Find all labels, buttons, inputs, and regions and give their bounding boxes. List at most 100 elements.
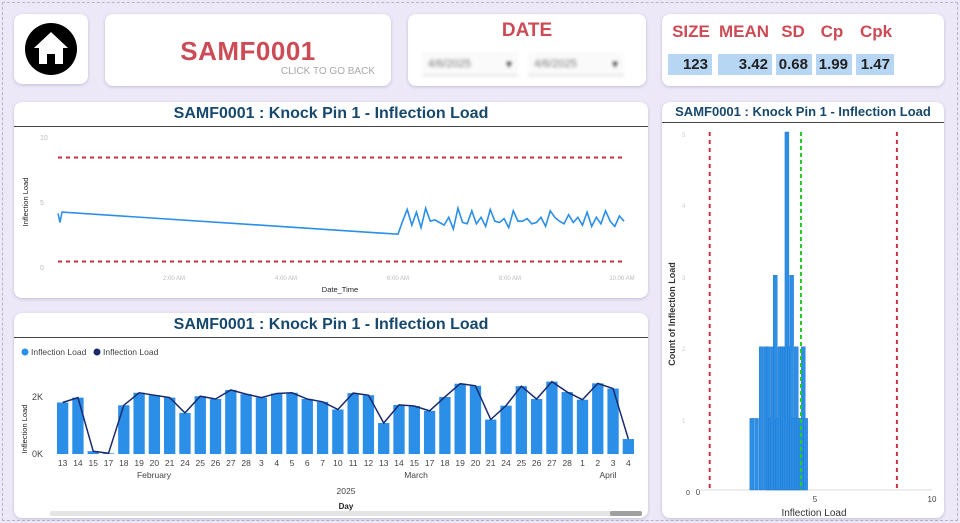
y-tick-label: 0K: [32, 449, 43, 459]
x-tick-label: 19: [134, 458, 144, 468]
x-tick-label: 20: [150, 458, 160, 468]
bar: [362, 395, 375, 454]
x-tick-label: 14: [394, 458, 404, 468]
x-tick-label: 1: [580, 458, 585, 468]
scrollbar-thumb[interactable]: [610, 511, 642, 516]
x-tick-label: 11: [349, 458, 358, 468]
calendar-dropdown-icon[interactable]: ▾: [611, 56, 618, 71]
date-end-value: 4/6/2025: [534, 57, 577, 70]
bar: [515, 386, 527, 454]
y-tick-label: 2: [682, 347, 686, 353]
line-chart-card[interactable]: SAMF0001 : Knock Pin 1 - Inflection Load…: [14, 102, 648, 298]
bar: [576, 399, 589, 454]
bar: [133, 392, 145, 454]
y-tick-label: 1: [682, 419, 686, 425]
bar: [546, 381, 558, 454]
bar: [592, 383, 604, 454]
x-tick-label: 21: [165, 458, 175, 468]
histogram-card[interactable]: SAMF0001 : Knock Pin 1 - Inflection Load…: [662, 102, 944, 518]
y-tick-label: 5: [40, 200, 44, 207]
stat-value-cpk: 1.47: [856, 54, 894, 75]
x-tick-label: 25: [517, 458, 527, 468]
title-card[interactable]: SAMF0001 CLICK TO GO BACK: [105, 14, 391, 86]
x-tick-label: 15: [410, 458, 420, 468]
title-divider: [14, 337, 648, 338]
date-start-field[interactable]: 4/6/2025 ▾: [422, 52, 518, 76]
x-tick-label: 17: [104, 458, 114, 468]
x-tick-label: 3: [611, 458, 616, 468]
stats-card: SIZE MEAN SD Cp Cpk 123 3.42 0.68 1.99 1…: [662, 14, 944, 86]
x-tick-label: 5: [813, 495, 818, 504]
bar: [393, 404, 405, 454]
stat-label-sd: SD: [781, 22, 805, 41]
bar: [271, 393, 283, 454]
go-back-link[interactable]: CLICK TO GO BACK: [280, 66, 375, 77]
x-tick-label: 6: [305, 458, 310, 468]
date-title: DATE: [501, 20, 553, 41]
bar: [194, 396, 206, 454]
stat-value-sd: 0.68: [776, 54, 812, 75]
bar: [209, 399, 222, 454]
line-chart: Inflection Load Date_Time 10 5 0 2:00 AM…: [21, 135, 635, 294]
bar: [286, 392, 298, 454]
legend-label: Inflection Load: [31, 347, 87, 357]
bar: [56, 402, 69, 454]
month-label: March: [404, 470, 428, 480]
x-tick-label: 18: [119, 458, 129, 468]
histogram-bar: [758, 346, 764, 491]
bar: [423, 410, 436, 454]
x-tick-label: 28: [241, 458, 251, 468]
histogram-bar: [773, 274, 778, 491]
x-tick-label: 13: [58, 458, 68, 468]
legend-marker: [21, 348, 29, 356]
bar: [148, 395, 161, 454]
x-tick-label: 27: [226, 458, 236, 468]
bar: [530, 399, 543, 454]
x-tick-label: 15: [88, 458, 98, 468]
x-tick-label: 6:00 AM: [387, 276, 409, 282]
x-tick-label: 4: [274, 458, 279, 468]
home-icon: [25, 23, 77, 75]
histogram-xlabel: Inflection Load: [781, 508, 846, 518]
month-label: February: [137, 470, 172, 480]
calendar-dropdown-icon[interactable]: ▾: [505, 56, 512, 71]
x-tick-label: 14: [73, 458, 83, 468]
x-tick-label: 4: [626, 458, 631, 468]
bar: [347, 393, 359, 454]
legend-label: Inflection Load: [103, 347, 159, 357]
month-label: April: [599, 470, 616, 480]
histogram-chart: Count of Inflection Load Inflection Load…: [667, 131, 937, 518]
bar: [439, 396, 451, 454]
page-title: SAMF0001: [180, 36, 316, 66]
histogram-ylabel: Count of Inflection Load: [667, 262, 677, 365]
bar: [607, 388, 619, 454]
bar: [225, 389, 237, 454]
title-divider: [662, 122, 944, 123]
home-button[interactable]: [14, 14, 88, 84]
bar-chart-ylabel: Inflection Load: [20, 405, 29, 454]
line-series: [57, 205, 625, 236]
y-tick-label: 10: [40, 135, 48, 142]
x-tick-label: 3: [259, 458, 264, 468]
bar-chart-xlabel: Day: [339, 502, 354, 511]
bar-chart-card[interactable]: SAMF0001 : Knock Pin 1 - Inflection Load…: [14, 313, 648, 518]
stat-value-size: 123: [668, 54, 712, 75]
x-tick-label: 24: [180, 458, 190, 468]
x-tick-label: 19: [455, 458, 465, 468]
histogram-bar: [754, 418, 759, 491]
title-divider: [14, 126, 648, 127]
legend-marker: [93, 348, 101, 356]
bar: [118, 405, 130, 454]
bar: [87, 451, 99, 454]
date-end-field[interactable]: 4/6/2025 ▾: [528, 52, 624, 76]
x-tick-label: 10: [333, 458, 343, 468]
line-chart-ylabel: Inflection Load: [21, 178, 30, 227]
horizontal-scrollbar[interactable]: [50, 511, 642, 516]
date-start-value: 4/6/2025: [428, 57, 471, 70]
x-tick-label: 5: [290, 458, 295, 468]
stat-label-cpk: Cpk: [859, 22, 893, 41]
histogram-bar: [784, 131, 790, 491]
x-tick-label: 27: [547, 458, 557, 468]
bar-chart: Inflection Load Inflection Load Inflecti…: [20, 347, 642, 516]
